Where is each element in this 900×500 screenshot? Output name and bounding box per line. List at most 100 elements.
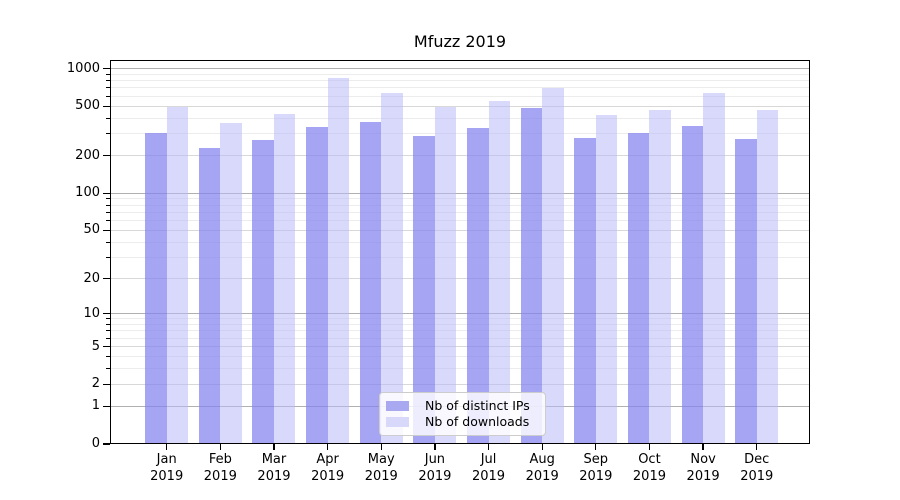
bar-nb-of-distinct-ips-aug xyxy=(520,108,543,444)
y-tick-200 xyxy=(103,155,110,157)
bar-nb-of-downloads-may xyxy=(381,93,403,444)
x-label-month: Oct xyxy=(638,452,661,467)
bar-nb-of-downloads-dec xyxy=(756,109,779,444)
x-tick-jan xyxy=(166,444,168,450)
y-gridline-20 xyxy=(110,278,810,280)
bar-nb-of-distinct-ips-nov xyxy=(681,125,704,444)
y-minor-tick-70 xyxy=(106,211,110,213)
x-label-month: Dec xyxy=(744,452,770,467)
x-label-year: 2019 xyxy=(257,468,291,484)
x-tick-label-mar: Mar 2019 xyxy=(244,452,304,485)
bar-nb-of-downloads-apr xyxy=(327,77,350,444)
y-gridline-200 xyxy=(110,155,810,157)
x-label-month: Jun xyxy=(424,452,446,467)
y-tick-2 xyxy=(103,383,110,385)
y-gridline-400 xyxy=(110,117,810,119)
x-label-year: 2019 xyxy=(740,468,774,484)
x-tick-label-oct: Oct 2019 xyxy=(619,452,679,485)
y-tick-label-5: 5 xyxy=(91,338,100,354)
y-minor-tick-8 xyxy=(106,324,110,326)
y-tick-5 xyxy=(103,346,110,348)
x-label-month: May xyxy=(367,452,395,467)
y-gridline-2 xyxy=(110,383,810,385)
y-tick-label-0: 0 xyxy=(91,436,100,451)
plot-area xyxy=(110,60,810,444)
y-gridline-500 xyxy=(110,105,810,107)
y-minor-tick-90 xyxy=(106,198,110,200)
bar-nb-of-distinct-ips-apr xyxy=(306,127,328,444)
x-tick-label-dec: Dec 2019 xyxy=(727,452,787,485)
bar-nb-of-downloads-mar xyxy=(273,113,296,444)
bar-nb-of-distinct-ips-may xyxy=(359,121,382,444)
x-label-year: 2019 xyxy=(364,468,398,484)
y-gridline-7 xyxy=(110,330,810,332)
x-tick-label-jun: Jun 2019 xyxy=(405,452,465,485)
x-tick-mar xyxy=(273,444,275,450)
x-label-month: Nov xyxy=(690,452,716,467)
x-label-year: 2019 xyxy=(525,468,559,484)
bar-nb-of-downloads-jul xyxy=(488,100,511,444)
y-minor-tick-400 xyxy=(106,117,110,119)
legend-label-distinct-ips: Nb of distinct IPs xyxy=(425,398,530,413)
y-tick-100 xyxy=(103,192,110,194)
y-minor-tick-30 xyxy=(106,256,110,258)
y-tick-label-10: 10 xyxy=(83,305,100,321)
y-tick-label-200: 200 xyxy=(75,147,100,163)
y-tick-label-500: 500 xyxy=(75,98,100,114)
y-gridline-4 xyxy=(110,356,810,358)
y-minor-tick-300 xyxy=(106,133,110,135)
y-gridline-300 xyxy=(110,133,810,135)
y-minor-tick-800 xyxy=(106,80,110,82)
y-gridline-10 xyxy=(110,313,810,315)
x-tick-apr xyxy=(326,444,329,450)
bar-nb-of-downloads-aug xyxy=(542,88,564,444)
x-label-month: Aug xyxy=(529,452,555,467)
bar-nb-of-downloads-jun xyxy=(434,106,457,444)
x-label-year: 2019 xyxy=(686,468,720,484)
y-tick-label-20: 20 xyxy=(83,270,100,286)
x-tick-feb xyxy=(219,444,221,450)
y-gridline-6 xyxy=(110,337,810,339)
y-tick-1000 xyxy=(103,67,110,70)
bar-nb-of-distinct-ips-oct xyxy=(627,133,650,444)
bar-nb-of-distinct-ips-mar xyxy=(252,140,274,444)
x-label-year: 2019 xyxy=(203,468,237,484)
y-gridline-50 xyxy=(110,229,810,231)
x-label-month: Mar xyxy=(261,452,287,467)
y-tick-label-1000: 1000 xyxy=(66,60,100,76)
y-gridline-90 xyxy=(110,198,810,200)
x-tick-nov xyxy=(702,444,704,450)
y-tick-20 xyxy=(103,277,110,280)
y-gridline-700 xyxy=(110,87,810,89)
legend-swatch-distinct-ips-icon xyxy=(386,401,409,411)
y-tick-1 xyxy=(103,405,110,408)
bar-nb-of-distinct-ips-dec xyxy=(735,138,757,444)
x-tick-dec xyxy=(756,444,758,450)
x-label-year: 2019 xyxy=(579,468,613,484)
x-tick-label-feb: Feb 2019 xyxy=(190,452,250,485)
x-tick-label-may: May 2019 xyxy=(351,452,411,485)
legend-swatch-downloads-icon xyxy=(386,417,409,427)
x-tick-label-apr: Apr 2019 xyxy=(298,452,358,485)
x-label-year: 2019 xyxy=(632,468,666,484)
y-minor-tick-80 xyxy=(106,204,110,206)
legend-label-downloads: Nb of downloads xyxy=(425,414,530,429)
y-minor-tick-7 xyxy=(106,330,110,332)
y-tick-label-50: 50 xyxy=(83,222,100,238)
y-tick-0 xyxy=(103,443,110,445)
bar-nb-of-downloads-oct xyxy=(649,109,671,444)
x-tick-label-aug: Aug 2019 xyxy=(512,452,572,485)
bar-nb-of-distinct-ips-jan xyxy=(145,132,167,444)
x-label-year: 2019 xyxy=(150,468,184,484)
y-tick-label-2: 2 xyxy=(91,376,100,392)
y-tick-50 xyxy=(103,229,110,231)
bar-nb-of-downloads-jan xyxy=(166,107,189,444)
x-label-month: Feb xyxy=(208,452,232,467)
y-gridline-800 xyxy=(110,80,810,82)
legend-entry-distinct-ips: Nb of distinct IPs xyxy=(386,399,537,413)
y-gridline-5 xyxy=(110,346,810,348)
x-tick-label-nov: Nov 2019 xyxy=(673,452,733,485)
x-label-year: 2019 xyxy=(418,468,452,484)
y-gridline-100 xyxy=(110,192,810,194)
